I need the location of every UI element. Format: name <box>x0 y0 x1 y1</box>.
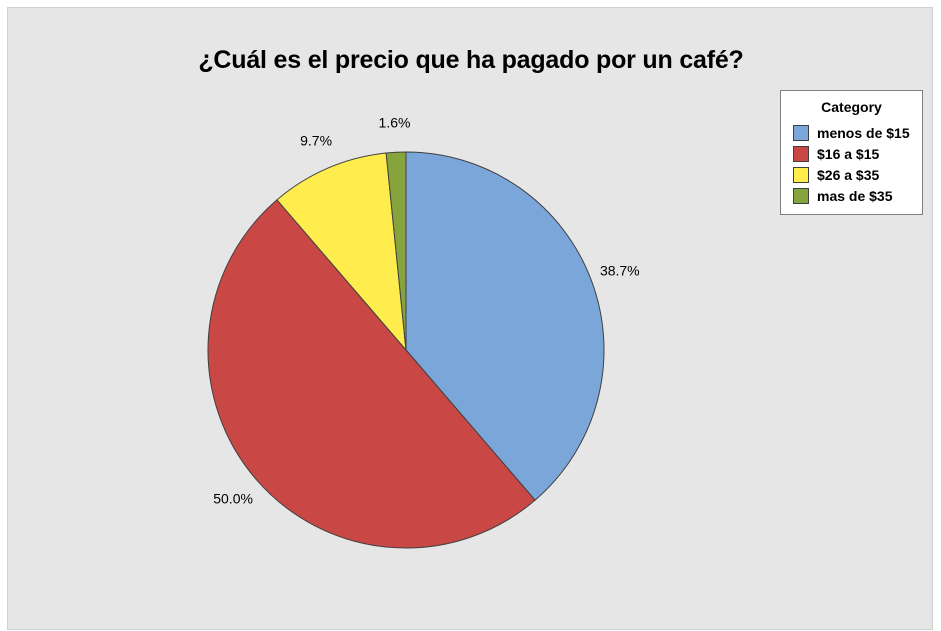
legend-swatch <box>793 146 809 162</box>
pie-chart: 38.7% 50.0% 9.7% 1.6% <box>207 114 640 549</box>
slice-label: 9.7% <box>300 133 332 149</box>
pie-slice <box>276 152 407 352</box>
pie-slice <box>405 151 605 501</box>
legend-swatch <box>793 167 809 183</box>
legend-label: mas de $35 <box>817 188 893 204</box>
legend-label: $26 a $35 <box>817 167 880 183</box>
legend-item: menos de $15 <box>793 124 910 142</box>
legend-label: $16 a $15 <box>817 146 880 162</box>
legend: Category menos de $15 $16 a $15 $26 a $3… <box>780 90 923 215</box>
slice-label: 38.7% <box>600 263 640 279</box>
chart-title: ¿Cuál es el precio que ha pagado por un … <box>198 46 744 74</box>
legend-swatch <box>793 125 809 141</box>
legend-item: $16 a $15 <box>793 145 879 163</box>
legend-item: mas de $35 <box>793 187 893 205</box>
legend-item: $26 a $35 <box>793 166 879 184</box>
slice-label: 1.6% <box>379 114 411 130</box>
slice-label: 50.0% <box>213 491 253 507</box>
legend-title: Category <box>821 99 882 115</box>
legend-swatch <box>793 188 809 204</box>
legend-label: menos de $15 <box>817 125 910 141</box>
chart-area: ¿Cuál es el precio que ha pagado por un … <box>7 7 933 630</box>
pie-slice <box>207 199 536 549</box>
pie-slice <box>385 151 407 351</box>
